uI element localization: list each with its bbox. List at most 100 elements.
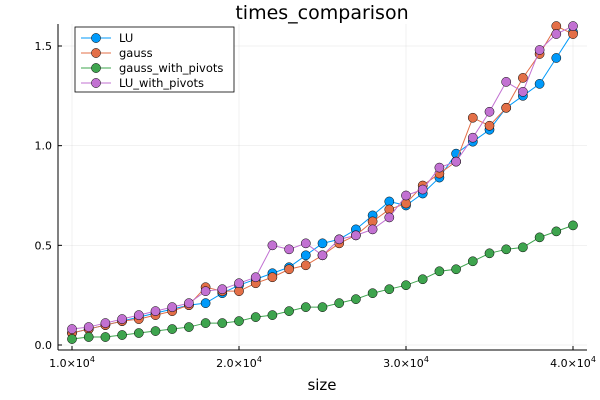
legend-label-lu: LU bbox=[119, 31, 133, 45]
data-point-gauss-with-pivots bbox=[267, 310, 278, 320]
data-point-lu bbox=[534, 79, 545, 89]
data-point-lu-with-pivots bbox=[200, 286, 211, 297]
data-point-lu-with-pivots bbox=[434, 162, 445, 173]
data-point-gauss-with-pivots bbox=[117, 330, 127, 340]
data-point-gauss-with-pivots bbox=[234, 316, 244, 326]
x-axis-title: size bbox=[307, 376, 336, 394]
data-point-gauss-with-pivots bbox=[501, 244, 512, 255]
data-point-gauss-with-pivots bbox=[551, 226, 562, 237]
x-tick-label: 3.0×104 bbox=[383, 355, 429, 370]
data-point-gauss bbox=[484, 120, 495, 131]
data-point-gauss bbox=[300, 260, 311, 271]
data-point-gauss-with-pivots bbox=[317, 302, 328, 312]
data-point-lu-with-pivots bbox=[518, 86, 528, 97]
y-tick-label: 1.0 bbox=[35, 140, 53, 153]
data-point-lu-with-pivots bbox=[484, 106, 495, 117]
legend-marker-gauss-with-pivots bbox=[91, 63, 101, 73]
legend-label-gauss: gauss bbox=[119, 46, 153, 60]
data-point-gauss-with-pivots bbox=[484, 248, 495, 259]
data-point-gauss-with-pivots bbox=[300, 302, 311, 312]
legend-label-gauss-with-pivots: gauss_with_pivots bbox=[119, 61, 223, 75]
legend-marker-lu bbox=[91, 33, 101, 43]
data-point-lu-with-pivots bbox=[351, 230, 361, 241]
data-point-lu-with-pivots bbox=[117, 314, 127, 324]
y-tick-label: 0.0 bbox=[35, 339, 53, 352]
data-point-lu-with-pivots bbox=[534, 45, 545, 55]
legend-label-lu-with-pivots: LU_with_pivots bbox=[119, 76, 204, 90]
data-point-gauss bbox=[501, 102, 512, 113]
data-point-lu-with-pivots bbox=[217, 284, 228, 295]
data-point-lu-with-pivots bbox=[67, 324, 77, 334]
data-point-lu-with-pivots bbox=[501, 77, 512, 87]
data-point-lu bbox=[300, 250, 311, 261]
data-point-gauss-with-pivots bbox=[434, 266, 445, 277]
data-point-lu-with-pivots bbox=[568, 21, 578, 31]
data-point-gauss-with-pivots bbox=[451, 264, 461, 275]
data-point-gauss-with-pivots bbox=[568, 220, 578, 231]
data-point-gauss-with-pivots bbox=[217, 318, 228, 328]
data-point-lu bbox=[317, 238, 328, 249]
data-point-gauss-with-pivots bbox=[384, 284, 395, 295]
data-point-lu-with-pivots bbox=[334, 234, 345, 245]
x-tick-label: 2.0×104 bbox=[216, 355, 262, 370]
data-point-gauss-with-pivots bbox=[200, 318, 211, 328]
data-point-lu-with-pivots bbox=[317, 250, 328, 261]
data-point-gauss-with-pivots bbox=[83, 332, 94, 342]
data-point-gauss bbox=[518, 73, 528, 83]
data-point-lu-with-pivots bbox=[234, 278, 244, 289]
data-point-gauss bbox=[467, 112, 478, 123]
axes bbox=[57, 24, 587, 351]
legend-marker-lu-with-pivots bbox=[91, 78, 101, 88]
data-point-gauss-with-pivots bbox=[367, 288, 378, 299]
data-point-lu-with-pivots bbox=[83, 322, 94, 332]
data-point-gauss-with-pivots bbox=[133, 328, 144, 338]
data-point-lu-with-pivots bbox=[384, 212, 395, 223]
data-point-gauss-with-pivots bbox=[184, 322, 194, 332]
data-point-gauss-with-pivots bbox=[401, 280, 411, 291]
data-point-gauss-with-pivots bbox=[67, 334, 77, 344]
series-gauss-with-pivots bbox=[67, 220, 578, 344]
data-point-lu bbox=[551, 53, 562, 63]
data-point-lu-with-pivots bbox=[300, 238, 311, 249]
data-point-lu-with-pivots bbox=[367, 224, 378, 235]
data-point-gauss-with-pivots bbox=[100, 332, 111, 342]
data-point-lu-with-pivots bbox=[100, 318, 111, 328]
data-point-lu-with-pivots bbox=[551, 29, 562, 39]
data-point-gauss-with-pivots bbox=[150, 326, 161, 336]
data-point-lu-with-pivots bbox=[267, 240, 278, 251]
data-point-gauss-with-pivots bbox=[534, 232, 545, 243]
data-point-lu-with-pivots bbox=[150, 306, 161, 316]
data-point-lu-with-pivots bbox=[250, 272, 261, 283]
y-tick-label: 1.5 bbox=[35, 40, 53, 53]
data-point-lu-with-pivots bbox=[184, 298, 194, 308]
tick-labels: 1.0×104 2.0×104 3.0×104 4.0×104 0.0 0.5 1.0 1.5 bbox=[35, 40, 596, 370]
data-point-lu-with-pivots bbox=[467, 132, 478, 143]
data-point-gauss-with-pivots bbox=[284, 306, 294, 316]
data-point-gauss-with-pivots bbox=[467, 256, 478, 267]
data-point-lu-with-pivots bbox=[167, 302, 178, 312]
data-point-lu-with-pivots bbox=[451, 156, 461, 167]
x-tick-label: 1.0×104 bbox=[49, 355, 95, 370]
data-point-gauss-with-pivots bbox=[250, 312, 261, 322]
chart-title: times_comparison bbox=[235, 2, 408, 24]
y-tick-label: 0.5 bbox=[35, 239, 53, 252]
data-point-lu-with-pivots bbox=[284, 244, 294, 255]
data-point-gauss-with-pivots bbox=[334, 298, 345, 308]
x-tick-label: 4.0×104 bbox=[550, 355, 596, 370]
data-point-gauss-with-pivots bbox=[167, 324, 178, 334]
series-group bbox=[67, 21, 578, 344]
data-point-gauss-with-pivots bbox=[351, 294, 361, 305]
data-point-gauss bbox=[267, 272, 278, 283]
legend-marker-gauss bbox=[91, 48, 101, 58]
data-point-gauss-with-pivots bbox=[518, 242, 528, 253]
data-point-lu-with-pivots bbox=[133, 310, 144, 320]
series-lu-with-pivots bbox=[67, 21, 578, 334]
data-point-gauss-with-pivots bbox=[417, 274, 428, 285]
data-point-lu-with-pivots bbox=[401, 190, 411, 201]
data-point-gauss bbox=[284, 264, 294, 275]
data-point-lu bbox=[200, 298, 211, 308]
data-point-lu-with-pivots bbox=[417, 184, 428, 195]
